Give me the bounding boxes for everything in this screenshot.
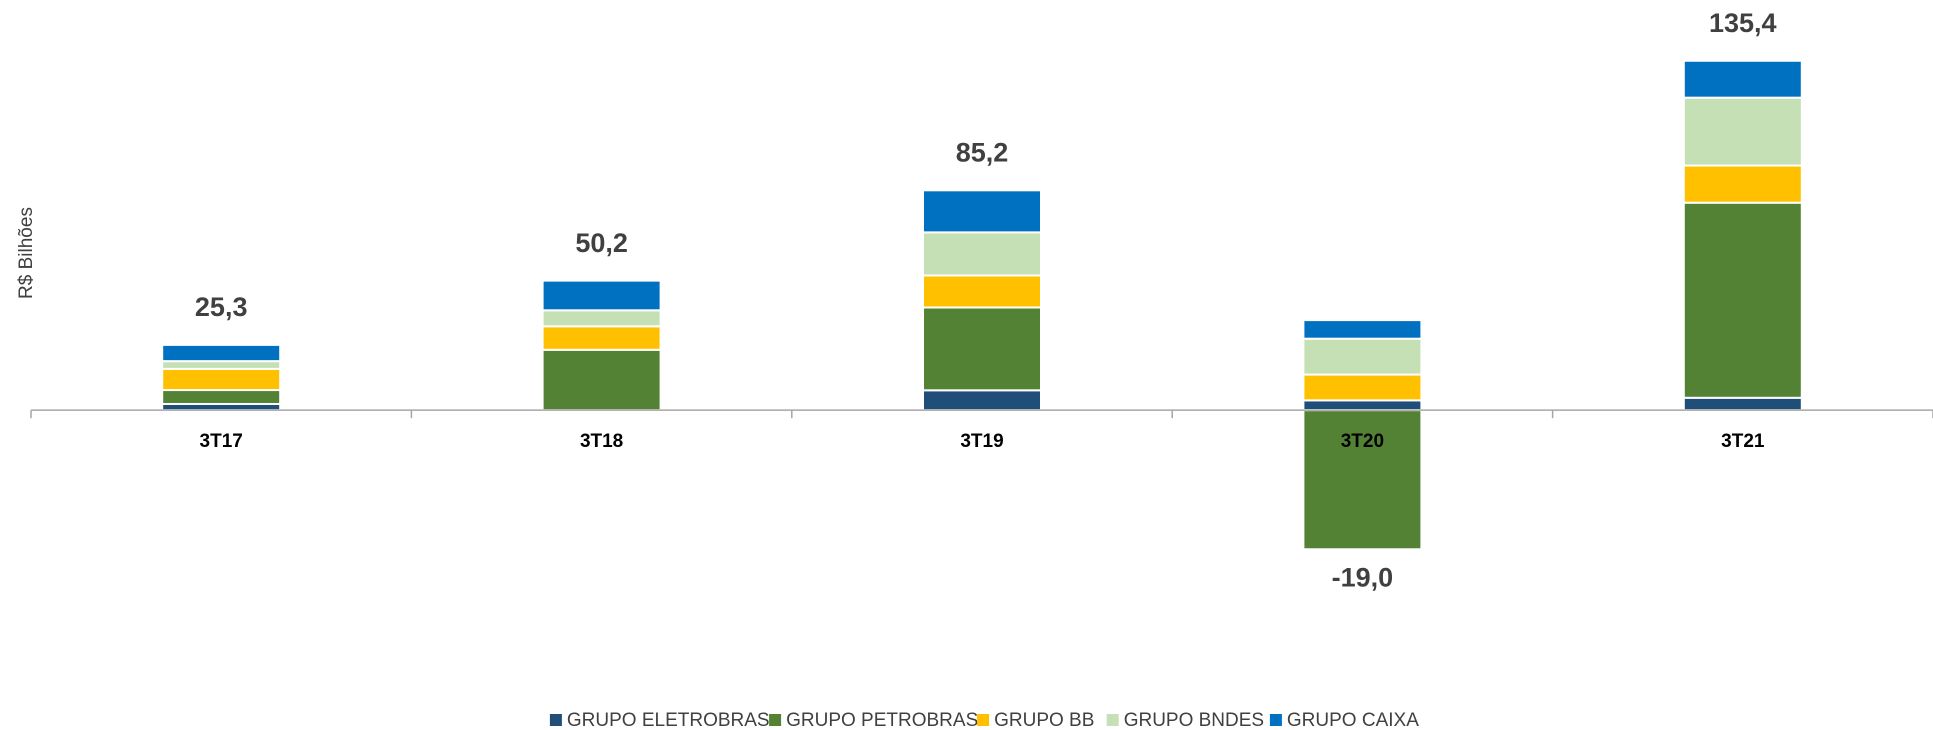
- bar-segment: [1682, 96, 1803, 167]
- total-label: 25,3: [195, 292, 248, 322]
- x-tick-label: 3T17: [200, 431, 243, 452]
- legend-label: GRUPO CAIXA: [1287, 710, 1419, 730]
- total-label: 50,2: [575, 228, 628, 258]
- legend-label: GRUPO BNDES: [1124, 710, 1264, 730]
- bar-segment: [1682, 164, 1803, 204]
- legend-label: GRUPO BB: [994, 710, 1094, 730]
- x-tick-label: 3T20: [1341, 431, 1384, 452]
- bar-segment: [541, 309, 662, 328]
- total-label: -19,0: [1332, 562, 1394, 592]
- bar-segment: [1302, 409, 1423, 551]
- bar-segment: [922, 306, 1042, 392]
- bar-segment: [1302, 337, 1423, 376]
- legend-swatch: [977, 714, 990, 726]
- bar-segment: [161, 360, 282, 370]
- total-label: 135,4: [1709, 8, 1777, 38]
- bar-segment: [1302, 319, 1423, 340]
- bar-segment: [161, 389, 282, 405]
- bar-segment: [541, 325, 662, 351]
- bar-segment: [1302, 373, 1423, 402]
- bar-segment: [922, 389, 1042, 412]
- bar-segment: [161, 367, 282, 392]
- legend-swatch: [549, 714, 562, 726]
- bar-segment: [541, 279, 662, 312]
- x-tick-label: 3T21: [1721, 431, 1765, 452]
- legend-swatch: [1269, 714, 1282, 726]
- bar-segment: [922, 274, 1042, 309]
- bar-segment: [1682, 396, 1803, 412]
- bar-segment: [161, 343, 282, 363]
- legend-swatch: [769, 714, 782, 726]
- x-tick-label: 3T18: [580, 431, 623, 452]
- bar-segment: [1682, 59, 1803, 99]
- total-label: 85,2: [956, 137, 1009, 167]
- bar-segment: [1682, 201, 1803, 399]
- y-axis-label: R$ Bilhões: [16, 207, 37, 299]
- bar-segment: [1302, 399, 1423, 412]
- legend-swatch: [1106, 714, 1119, 726]
- x-tick-label: 3T19: [960, 431, 1003, 452]
- legend-label: GRUPO ELETROBRAS: [567, 710, 770, 730]
- bar-segment: [541, 348, 662, 412]
- legend-label: GRUPO PETROBRAS: [786, 710, 978, 730]
- bar-segment: [922, 231, 1042, 277]
- bar-segment: [922, 189, 1042, 234]
